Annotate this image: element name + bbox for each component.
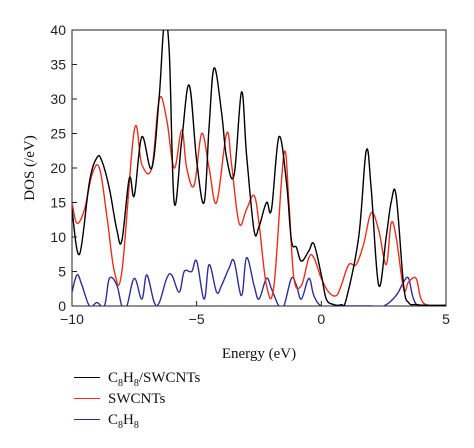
y-axis-title: DOS (/eV) [22, 135, 38, 200]
y-tick-label: 40 [50, 22, 66, 38]
x-tick-label: −10 [60, 311, 84, 327]
y-tick-label: 35 [50, 57, 66, 73]
series-group [72, 30, 446, 306]
y-tick-label: 25 [50, 126, 66, 142]
y-tick-label: 10 [50, 229, 66, 245]
legend-swatch-swcnts [74, 398, 100, 399]
y-tick-label: 20 [50, 160, 66, 176]
series-layer [72, 30, 446, 306]
x-tick-label: −5 [189, 311, 205, 327]
legend-swatch-c8h8 [74, 419, 100, 420]
legend-label-c8h8-swcnts: C8H8/SWCNTs [108, 370, 201, 389]
legend-swatch-c8h8-swcnts [74, 377, 100, 378]
y-tick-label: 0 [58, 298, 66, 314]
x-tick-label: 0 [317, 311, 325, 327]
series-line-c8h8 [72, 256, 446, 306]
plot-border [71, 29, 447, 307]
y-tick-label: 5 [58, 264, 66, 280]
x-axis-title: Energy (eV) [222, 346, 296, 362]
x-tick-label: 5 [442, 311, 450, 327]
plot-frame [71, 29, 447, 307]
series-line-swcnts [72, 96, 446, 306]
legend-label-c8h8: C8H8 [108, 412, 139, 431]
series-line-c8h8-swcnts [72, 30, 446, 306]
ticks-layer: −10 −5 0 5 0 5 10 15 20 25 30 35 40 [50, 22, 450, 327]
y-tick-label: 15 [50, 195, 66, 211]
legend-label-swcnts: SWCNTs [108, 391, 166, 407]
y-tick-label: 30 [50, 91, 66, 107]
